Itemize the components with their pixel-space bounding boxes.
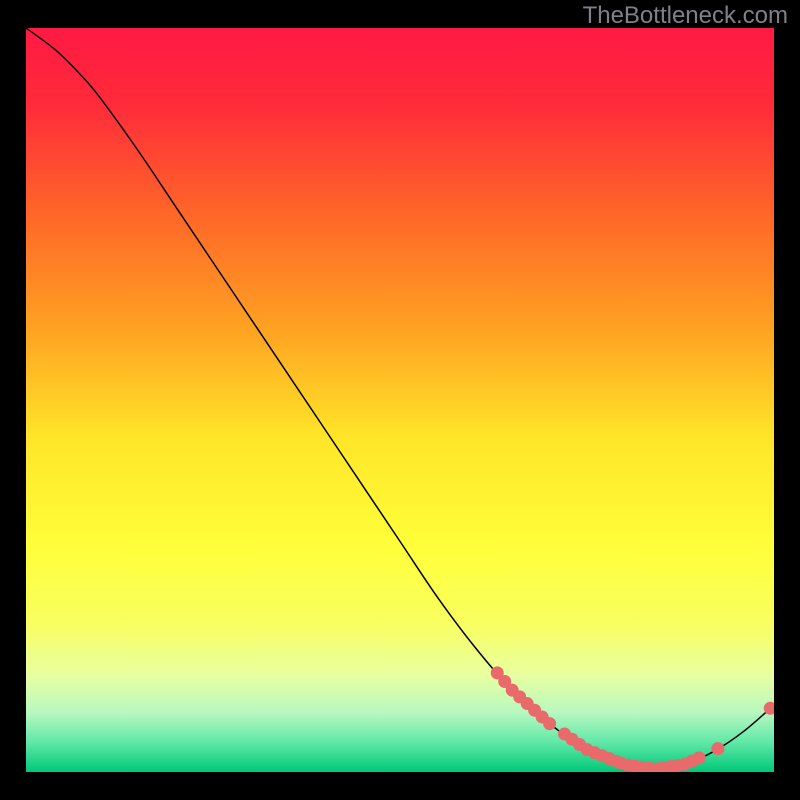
chart-marker: [543, 717, 556, 730]
chart-marker: [693, 751, 706, 764]
chart-background-gradient: [26, 28, 774, 772]
chart-marker: [711, 742, 724, 755]
chart-plot-area: [26, 28, 774, 772]
chart-svg: [26, 28, 774, 772]
watermark-text: TheBottleneck.com: [583, 2, 788, 30]
